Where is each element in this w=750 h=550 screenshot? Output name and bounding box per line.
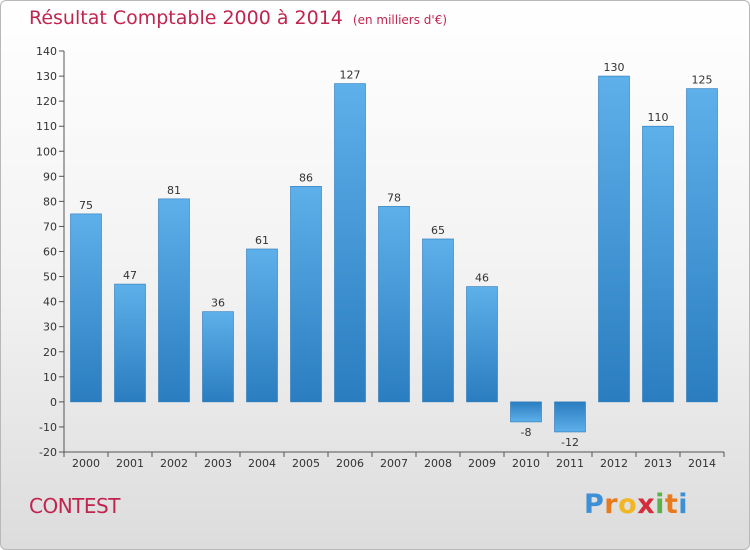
value-label-2010: -8	[521, 426, 532, 439]
y-tick-label: 50	[43, 271, 57, 284]
value-label-2012: 130	[604, 61, 625, 74]
chart-title: Résultat Comptable 2000 à 2014 (en millie…	[29, 7, 447, 29]
x-tick-label-2008: 2008	[424, 457, 452, 470]
x-tick-label-2011: 2011	[556, 457, 584, 470]
value-label-2007: 78	[387, 191, 401, 204]
x-tick-label-2013: 2013	[644, 457, 672, 470]
x-tick-label-2007: 2007	[380, 457, 408, 470]
bar-2002	[158, 198, 190, 403]
y-tick-label: 140	[36, 45, 57, 58]
y-tick-label: 80	[43, 195, 57, 208]
bar-2013	[642, 125, 674, 403]
x-tick-label-2004: 2004	[248, 457, 276, 470]
y-tick-label: 40	[43, 296, 57, 309]
y-tick-label: 20	[43, 346, 57, 359]
bar-2010	[510, 401, 542, 423]
bar-2011	[554, 401, 586, 433]
commune-name: CONTEST	[29, 494, 120, 518]
bars	[70, 75, 718, 433]
x-tick-label-2006: 2006	[336, 457, 364, 470]
value-label-2013: 110	[648, 111, 669, 124]
value-label-2014: 125	[692, 74, 713, 87]
bar-2007	[378, 206, 410, 403]
value-label-2001: 47	[123, 269, 137, 282]
y-tick-label: -10	[39, 421, 57, 434]
y-tick-label: 120	[36, 95, 57, 108]
value-label-2004: 61	[255, 234, 269, 247]
bar-2012	[598, 75, 630, 403]
x-tick-label-2010: 2010	[512, 457, 540, 470]
bar-2006	[334, 83, 366, 403]
unit-text: (en milliers d'€)	[352, 13, 448, 27]
value-labels: 75 47 81 36 61 86 127 78 65 46 -8 -12 130 110 125	[79, 61, 713, 449]
x-tick-label-2012: 2012	[600, 457, 628, 470]
proxiti-logo: Proxiti	[584, 489, 689, 520]
x-tick-label-2003: 2003	[204, 457, 232, 470]
y-tick-label: 10	[43, 371, 57, 384]
axes: -20 -10 0 10 20 30 40 50 60 70 80 90 100 110 120 130 140…	[36, 45, 725, 470]
x-tick-label-2001: 2001	[116, 457, 144, 470]
value-label-2006: 127	[340, 69, 361, 82]
x-tick-label-2009: 2009	[468, 457, 496, 470]
bar-2014	[686, 88, 718, 403]
value-label-2005: 86	[299, 171, 313, 184]
y-tick-label: 130	[36, 70, 57, 83]
title-text: Résultat Comptable 2000 à 2014	[29, 7, 343, 29]
value-label-2011: -12	[561, 436, 579, 449]
value-label-2000: 75	[79, 199, 93, 212]
bar-2001	[114, 283, 146, 403]
x-tick-label-2000: 2000	[72, 457, 100, 470]
y-tick-label: 110	[36, 120, 57, 133]
y-tick-label: -20	[39, 446, 57, 459]
x-tick-label-2002: 2002	[160, 457, 188, 470]
y-tick-label: 90	[43, 170, 57, 183]
y-tick-label: 0	[50, 396, 57, 409]
value-label-2009: 46	[475, 272, 489, 285]
value-label-2002: 81	[167, 184, 181, 197]
bar-2005	[290, 186, 322, 403]
bar-2009	[466, 286, 498, 403]
x-tick-label-2005: 2005	[292, 457, 320, 470]
x-tick-label-2014: 2014	[688, 457, 716, 470]
y-tick-label: 60	[43, 246, 57, 259]
bar-2008	[422, 238, 454, 403]
value-label-2003: 36	[211, 297, 225, 310]
bar-2003	[202, 311, 234, 403]
bar-2000	[70, 213, 102, 403]
y-tick-label: 30	[43, 321, 57, 334]
y-tick-label: 70	[43, 220, 57, 233]
value-label-2008: 65	[431, 224, 445, 237]
y-tick-label: 100	[36, 145, 57, 158]
bar-2004	[246, 248, 278, 403]
